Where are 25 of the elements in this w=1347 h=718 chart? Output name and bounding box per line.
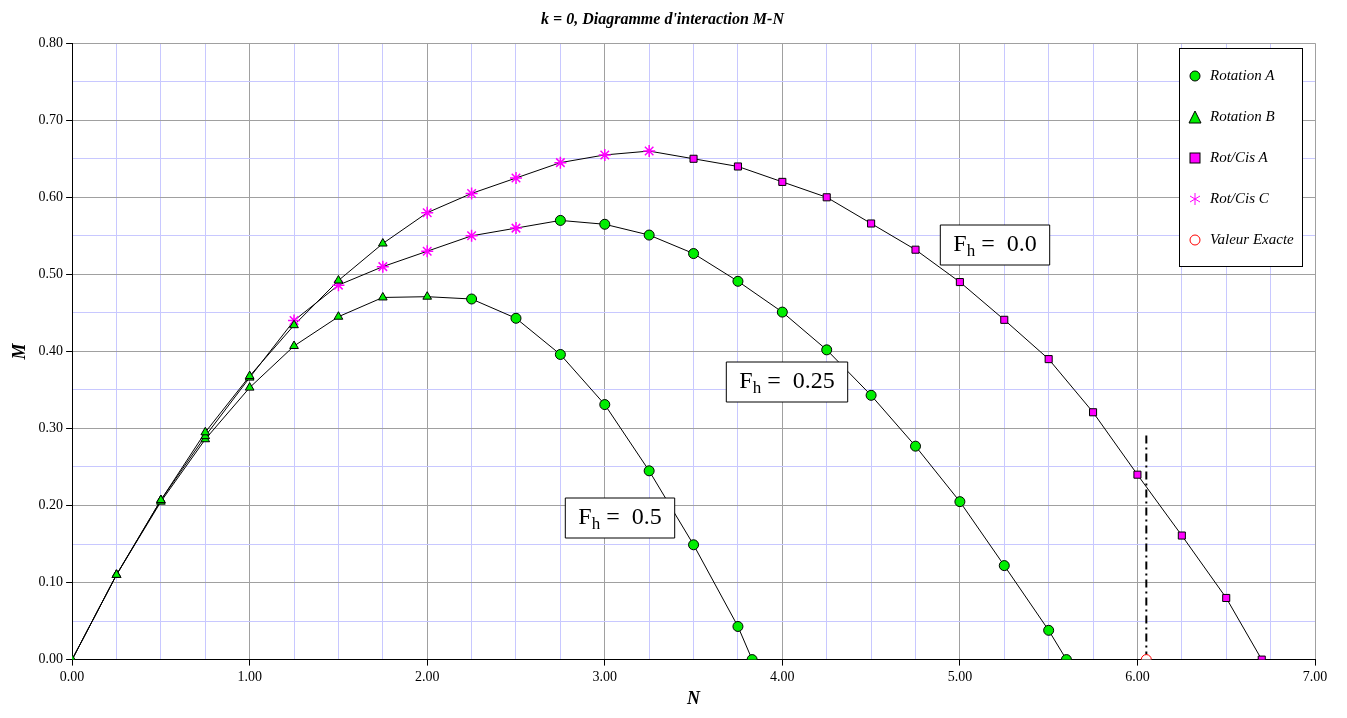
y-tick-label: 0.10 (38, 574, 64, 590)
x-tick-label: 6.00 (1125, 668, 1150, 684)
y-tick-label: 0.20 (38, 497, 64, 513)
x-tick-label: 3.00 (592, 668, 618, 684)
chart-title: k = 0, Diagramme d'interaction M-N (541, 9, 786, 28)
legend-label: Rot/Cis A (1210, 149, 1268, 167)
legend-label: Valeur Exacte (1210, 231, 1294, 249)
y-tick-label: 0.60 (38, 188, 64, 204)
y-tick-label: 0.40 (38, 343, 64, 359)
y-tick-label: 0.30 (38, 420, 64, 436)
y-tick-label: 0.70 (38, 111, 64, 127)
x-axis-title: N (686, 687, 702, 708)
x-tick-label: 2.00 (414, 668, 440, 684)
y-axis-title: M (9, 342, 30, 361)
x-tick-label: 0.00 (59, 668, 85, 684)
x-tick-label: 4.00 (770, 668, 795, 684)
x-tick-label: 1.00 (237, 668, 262, 684)
y-tick-label: 0.80 (38, 34, 64, 50)
x-tick-label: 7.00 (1302, 668, 1328, 684)
legend-label: Rotation B (1210, 108, 1275, 126)
legend-label: Rotation A (1210, 67, 1275, 85)
y-tick-label: 0.00 (38, 651, 64, 667)
legend-label: Rot/Cis C (1210, 190, 1269, 208)
x-tick-label: 5.00 (947, 668, 973, 684)
y-tick-label: 0.50 (38, 266, 64, 282)
